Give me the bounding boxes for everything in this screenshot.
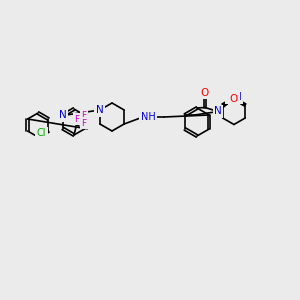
Text: O: O	[201, 88, 209, 98]
Text: NH: NH	[226, 92, 241, 103]
Text: N: N	[59, 110, 67, 121]
Text: F: F	[74, 115, 80, 124]
Text: F: F	[81, 110, 87, 119]
Text: F: F	[81, 118, 87, 127]
Text: Cl: Cl	[37, 128, 46, 138]
Text: NH: NH	[141, 112, 155, 122]
Text: N: N	[96, 105, 104, 115]
Text: N: N	[214, 106, 222, 116]
Text: O: O	[230, 94, 238, 104]
Text: O: O	[230, 94, 238, 104]
